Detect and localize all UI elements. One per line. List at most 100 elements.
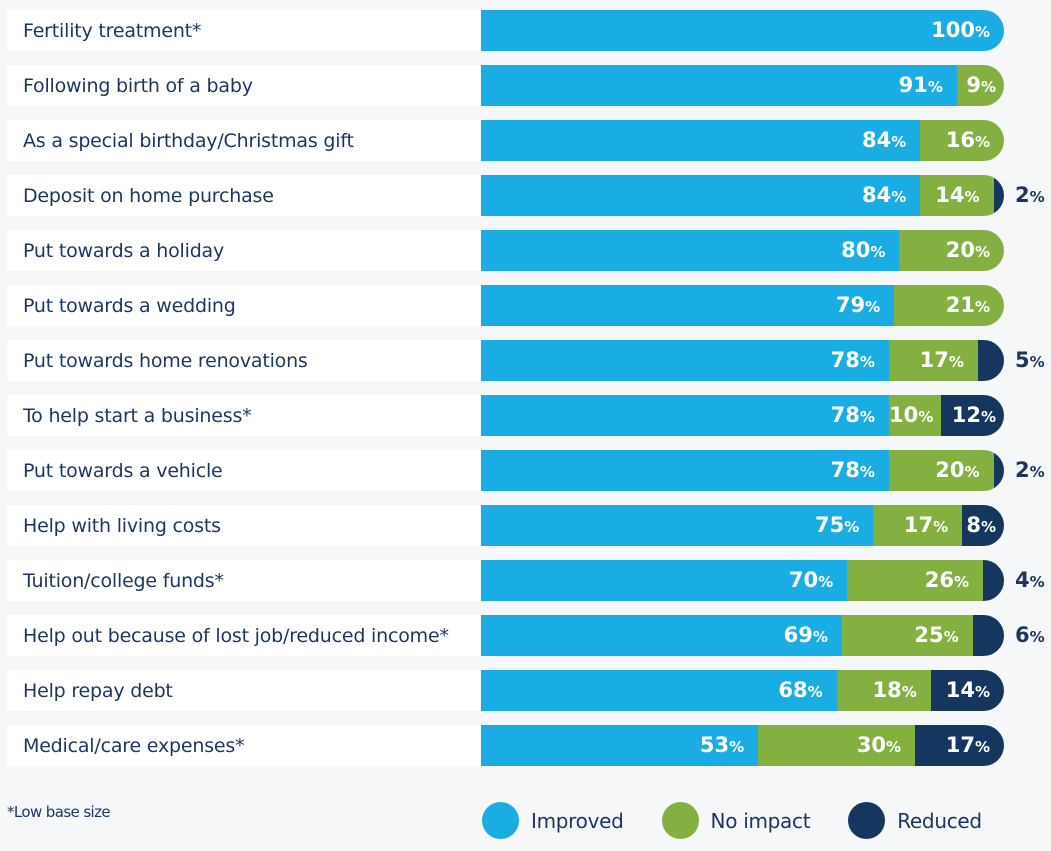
bar-segment-noimpact: 26%: [847, 560, 984, 601]
bar-segment-noimpact: 9%: [956, 65, 1004, 106]
bar-segment-improved: 100%: [481, 10, 1004, 51]
stacked-bar: 69% 25%: [481, 615, 1004, 656]
legend-label-improved: Improved: [531, 808, 624, 833]
stacked-bar: 78% 20%: [481, 450, 1004, 491]
stacked-bar: 75% 17% 8%: [481, 505, 1004, 546]
data-label: 9%: [966, 73, 996, 97]
category-label-box: Put towards a vehicle: [7, 450, 480, 491]
bar-segment-reduced: [972, 615, 1004, 656]
category-label-box: Help repay debt: [7, 670, 480, 711]
legend-item-no-impact: No impact: [661, 802, 811, 839]
bar-segment-improved: 70%: [481, 560, 848, 601]
data-label: 26%: [924, 568, 970, 592]
bar-segment-noimpact: 20%: [899, 230, 1004, 271]
data-label: 53%: [699, 733, 745, 757]
data-label: 68%: [778, 678, 823, 702]
bar-segment-reduced: [977, 340, 1004, 381]
bar-segment-improved: 78%: [481, 450, 889, 491]
category-label-box: Medical/care expenses*: [7, 725, 480, 766]
footnote: *Low base size: [7, 803, 111, 821]
bar-row: Following birth of a baby 91% 9%: [7, 65, 1051, 106]
category-label-box: Help out because of lost job/reduced inc…: [7, 615, 480, 656]
data-label: 79%: [835, 293, 881, 317]
stacked-bar: 84% 16%: [481, 120, 1004, 161]
bar-row: Help out because of lost job/reduced inc…: [7, 615, 1051, 656]
legend-item-reduced: Reduced: [848, 802, 982, 839]
category-label: Help with living costs: [23, 514, 221, 537]
data-label: 78%: [830, 403, 875, 427]
category-label-box: Help with living costs: [7, 505, 480, 546]
bar-row: Medical/care expenses* 53% 30% 17%: [7, 725, 1051, 766]
bar-segment-reduced: [993, 450, 1004, 491]
bar-segment-improved: 79%: [481, 285, 895, 326]
bar-segment-reduced: 12%: [941, 395, 1004, 436]
bar-row: As a special birthday/Christmas gift 84% 1…: [7, 120, 1051, 161]
bar-segment-reduced: [983, 560, 1004, 601]
data-label: 84%: [862, 183, 907, 207]
data-label: 16%: [945, 128, 990, 152]
bar-segment-reduced: 8%: [962, 505, 1004, 546]
data-label: 75%: [814, 513, 860, 537]
bar-row: Put towards a wedding 79% 21%: [7, 285, 1051, 326]
bar-segment-improved: 91%: [481, 65, 957, 106]
data-label: 2%: [1015, 183, 1045, 207]
data-label: 12%: [951, 403, 996, 427]
legend-swatch-reduced: [848, 802, 886, 839]
bar-segment-reduced: [993, 175, 1004, 216]
bar-segment-improved: 78%: [481, 340, 889, 381]
data-label: 91%: [898, 73, 943, 97]
category-label: Help repay debt: [23, 679, 173, 702]
bar-row: Fertility treatment* 100%: [7, 10, 1051, 51]
stacked-bar: 78% 17%: [481, 340, 1004, 381]
bar-segment-noimpact: 10%: [888, 395, 942, 436]
data-label: 30%: [856, 733, 902, 757]
category-label: Put towards a wedding: [23, 294, 236, 317]
data-label: 70%: [788, 568, 834, 592]
legend-item-improved: Improved: [482, 802, 624, 839]
bar-segment-noimpact: 17%: [873, 505, 963, 546]
legend-swatch-no-impact: [661, 802, 699, 839]
bar-segment-noimpact: 25%: [841, 615, 973, 656]
bar-segment-improved: 68%: [481, 670, 837, 711]
data-label: 17%: [919, 348, 964, 372]
category-label: Fertility treatment*: [23, 19, 202, 42]
category-label-box: Deposit on home purchase: [7, 175, 480, 216]
bar-segment-improved: 69%: [481, 615, 842, 656]
bar-segment-noimpact: 17%: [888, 340, 978, 381]
bar-segment-noimpact: 30%: [758, 725, 916, 766]
category-label-box: Put towards home renovations: [7, 340, 480, 381]
bar-segment-reduced: 14%: [930, 670, 1004, 711]
category-label: Medical/care expenses*: [23, 734, 245, 757]
stacked-bar: 91% 9%: [481, 65, 1004, 106]
bar-segment-improved: 78%: [481, 395, 889, 436]
stacked-bar: 68% 18% 14%: [481, 670, 1004, 711]
data-label: 17%: [945, 733, 990, 757]
data-label: 69%: [783, 623, 828, 647]
bar-segment-improved: 84%: [481, 120, 921, 161]
bar-row: Put towards a holiday 80% 20%: [7, 230, 1051, 271]
stacked-bar: 84% 14%: [481, 175, 1004, 216]
category-label-box: As a special birthday/Christmas gift: [7, 120, 480, 161]
bar-row: Help with living costs 75% 17% 8%: [7, 505, 1051, 546]
category-label: Following birth of a baby: [23, 74, 253, 97]
bar-row: To help start a business* 78% 10% 12%: [7, 395, 1051, 436]
bar-segment-improved: 80%: [481, 230, 900, 271]
data-label: 84%: [862, 128, 907, 152]
category-label: Deposit on home purchase: [23, 184, 274, 207]
legend-label-no-impact: No impact: [710, 808, 811, 833]
data-label: 17%: [903, 513, 949, 537]
bar-row: Put towards a vehicle 2% 78% 20%: [7, 450, 1051, 491]
data-label: 25%: [914, 623, 959, 647]
stacked-bar: 79% 21%: [481, 285, 1004, 326]
stacked-bar: 78% 10% 12%: [481, 395, 1004, 436]
data-label: 14%: [945, 678, 990, 702]
bar-row: Put towards home renovations 5% 78% 17%: [7, 340, 1051, 381]
stacked-bar-chart: Fertility treatment* 100% Following birth …: [7, 10, 1051, 766]
data-label: 2%: [1015, 458, 1045, 482]
bar-segment-improved: 84%: [481, 175, 921, 216]
category-label-box: Tuition/college funds*: [7, 560, 480, 601]
data-label: 78%: [830, 458, 875, 482]
bar-segment-noimpact: 21%: [894, 285, 1004, 326]
data-label: 6%: [1015, 623, 1045, 647]
category-label: Tuition/college funds*: [23, 569, 224, 592]
